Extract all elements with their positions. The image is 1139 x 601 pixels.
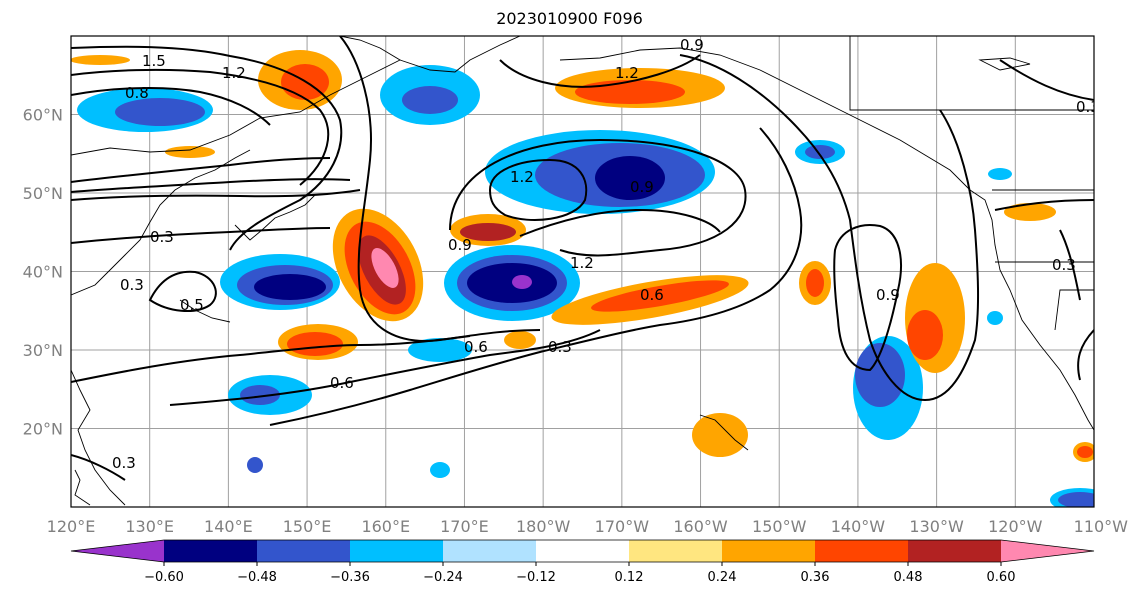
lon-tick-label: 150°E — [283, 517, 332, 536]
positive-anomaly-center-small — [450, 214, 526, 246]
colorbar-tick-label: 0.60 — [987, 570, 1016, 585]
lat-tick-label: 40°N — [23, 263, 63, 282]
longitude-labels: 120°E 130°E 140°E 150°E 160°E 170°E 180°W 170°W… — [47, 517, 1129, 536]
contour-labels: 1.5 1.2 0.9 0.8 1.2 0.9 0.3 0.5 1.2 1.2 … — [112, 36, 1100, 472]
colorbar: −0.60 −0.48 −0.36 −0.24 −0.12 0.12 0.24 0.36 0.4… — [70, 539, 1095, 585]
negative-anomaly-central-north — [485, 130, 715, 214]
colorbar-segment — [908, 540, 1002, 562]
colorbar-segment — [71, 540, 164, 562]
lon-tick-label: 130°W — [909, 517, 964, 536]
map-frame — [70, 35, 1095, 508]
coastlines — [71, 36, 1094, 506]
lat-tick-label: 50°N — [23, 184, 63, 203]
contour-lines — [71, 36, 1094, 481]
latitude-labels: 20°N 30°N 40°N 50°N 60°N — [23, 106, 63, 439]
lon-tick-label: 160°E — [361, 517, 410, 536]
contour-label: 0.5 — [180, 296, 204, 314]
negative-anomaly-okhotsk — [77, 88, 213, 132]
lon-tick-label: 140°W — [831, 517, 886, 536]
contour-label: 0.9 — [630, 178, 654, 196]
colorbar-segment — [815, 540, 909, 562]
lat-tick-label: 60°N — [23, 106, 63, 125]
map-content: 1.5 1.2 0.9 0.8 1.2 0.9 0.3 0.5 1.2 1.2 … — [71, 36, 1100, 507]
lon-tick-label: 130°E — [125, 517, 174, 536]
lat-tick-label: 20°N — [23, 420, 63, 439]
lon-tick-label: 160°W — [673, 517, 728, 536]
lon-tick-label: 120°W — [988, 517, 1043, 536]
lon-tick-label: 120°E — [47, 517, 96, 536]
positive-anomaly-dateline-west — [332, 208, 424, 322]
negative-anomaly-dateline — [444, 245, 580, 321]
lat-tick-label: 30°N — [23, 341, 63, 360]
colorbar-tick-label: −0.24 — [423, 570, 463, 585]
shaded-anomalies — [71, 50, 1094, 507]
contour-label: 0.8 — [125, 84, 149, 102]
colorbar-tick-label: −0.36 — [330, 570, 370, 585]
colorbar-segment — [1001, 540, 1094, 562]
contour-label: 0.6 — [464, 338, 488, 356]
colorbar-tick-label: 0.48 — [894, 570, 923, 585]
positive-anomaly-hawaii — [692, 413, 748, 457]
contour-label: 0.3 — [112, 454, 136, 472]
positive-anomaly-alaska — [555, 68, 725, 108]
positive-anomaly-small-west — [71, 55, 215, 158]
colorbar-segment — [536, 540, 630, 562]
colorbar-tick-label: −0.60 — [144, 570, 184, 585]
positive-anomaly-subtropical — [278, 275, 749, 360]
contour-label: 0.3 — [1052, 256, 1076, 274]
contour-label: 1.2 — [510, 168, 534, 186]
contour-label: 1.2 — [222, 64, 246, 82]
contour-label: 0.3 — [150, 228, 174, 246]
contour-label: 1.2 — [615, 64, 639, 82]
negative-anomaly-bering-west — [380, 65, 480, 125]
lon-tick-label: 110°W — [1074, 517, 1129, 536]
contour-label: 0.6 — [330, 374, 354, 392]
colorbar-segment — [443, 540, 537, 562]
contour-label: 0.6 — [640, 286, 664, 304]
contour-label: 0.3 — [1076, 98, 1100, 116]
contour-label: 0.9 — [876, 286, 900, 304]
chart-title: 2023010900 F096 — [496, 9, 643, 28]
lon-tick-label: 170°E — [440, 517, 489, 536]
contour-label: 1.5 — [142, 52, 166, 70]
colorbar-segment — [722, 540, 816, 562]
colorbar-segment — [164, 540, 258, 562]
negative-anomaly-japan-east — [220, 254, 340, 310]
colorbar-tick-label: 0.24 — [708, 570, 737, 585]
lon-tick-label: 150°W — [752, 517, 807, 536]
lon-tick-label: 170°W — [595, 517, 650, 536]
colorbar-tick-label: −0.12 — [516, 570, 556, 585]
lon-tick-label: 140°E — [204, 517, 253, 536]
colorbar-segment — [257, 540, 351, 562]
contour-label: 1.2 — [570, 254, 594, 272]
colorbar-segment — [629, 540, 723, 562]
contour-label: 0.9 — [448, 236, 472, 254]
colorbar-segment — [350, 540, 444, 562]
lon-tick-label: 180°W — [516, 517, 571, 536]
colorbar-tick-label: 0.36 — [801, 570, 830, 585]
contour-label: 0.9 — [680, 36, 704, 54]
contour-label: 0.3 — [120, 276, 144, 294]
anomalies-east-pacific — [247, 140, 1094, 507]
colorbar-tick-label: −0.48 — [237, 570, 277, 585]
contour-label: 0.3 — [548, 338, 572, 356]
colorbar-tick-label: 0.12 — [615, 570, 644, 585]
